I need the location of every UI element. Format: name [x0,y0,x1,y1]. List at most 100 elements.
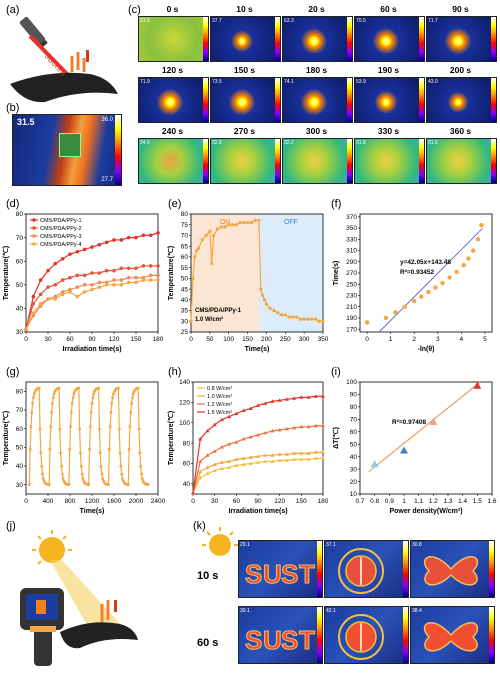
data-point [205,471,210,476]
data-point [292,451,297,455]
data-point [148,264,153,268]
data-point [383,315,389,321]
thermal-reading: 29.1 [240,542,250,548]
y-tick-label: 80 [350,404,358,411]
x-tick-label: 0.8 [370,498,379,505]
data-point [57,386,61,390]
data-point [313,456,318,460]
chart-i: 0.7 0.8 0.9 1 1.1 1.2 1.3 1.4 1.5 1.6 10 20 30 40 50 60… [332,379,497,515]
panel-label-h: (h) [168,366,182,378]
x-tick-label: 1.1 [414,498,423,505]
data-point [306,424,311,429]
x-tick-label: 400 [43,498,54,505]
y-tick-label: 270 [346,270,357,277]
sunlight-thermal-image: 29.1 S U S T [238,540,323,598]
data-point [306,451,311,455]
thermal-reading: 37.1 [326,542,336,548]
data-point [204,233,208,238]
data-point [87,483,91,487]
data-point [90,283,94,287]
data-point [219,417,224,422]
data-point [200,238,204,242]
data-point [212,449,217,453]
data-point [234,440,239,444]
data-point [97,242,102,247]
data-point [82,273,87,278]
data-point [79,451,82,455]
y-tick-label: 250 [346,281,357,288]
x-tick-label: 0 [191,498,195,505]
legend-entry: CMS/PDA/PPy-1 [40,218,82,224]
y-tick-label: 70 [350,417,358,424]
data-point [97,285,102,289]
thermal-scale [347,78,352,122]
thermal-thumbnail: 37.7 [210,16,281,62]
thermal-scale [489,541,494,597]
data-point [47,483,51,487]
data-point [118,451,122,455]
data-point [248,434,253,439]
data-point [139,464,143,468]
data-point [195,248,199,253]
data-point [466,256,471,261]
sunlight-thermal-image: 39.1 S U S T [238,606,323,664]
thermal-reading: 70.5 [356,18,366,24]
data-point [284,458,289,462]
thermal-reading: 63.3 [284,18,294,24]
power-label: 1.0 W/cm² [195,316,223,323]
data-point [234,463,239,467]
sun-icon-k [202,527,238,556]
data-point [156,231,160,235]
x-tick-label: 50 [206,336,214,343]
thermal-scale [419,78,424,122]
data-point [48,447,52,451]
x-tick-label: 180 [318,498,329,505]
off-region [258,214,323,332]
data-point [71,396,75,400]
data-point [81,477,85,481]
data-point [112,268,116,273]
thermal-reading: 43.0 [428,79,438,85]
data-point [245,220,250,225]
data-point [208,229,212,233]
y-tick-label: 20 [350,479,358,486]
thermal-thumbnail: 71.9 [138,77,209,123]
thermal-time-label: 240 s [161,126,184,136]
data-point [31,401,34,405]
butterfly-wings [423,622,479,652]
data-point [249,220,253,225]
data-point [148,233,153,238]
y-tick-label: 310 [346,248,357,255]
data-point [104,240,109,245]
data-point [60,257,65,261]
x-axis-label: Time(s) [245,346,270,353]
data-point [473,381,482,389]
data-point [299,424,304,429]
data-point [302,317,306,321]
x-tick-label: 0.9 [385,498,394,505]
data-point [263,401,268,405]
data-point [67,483,71,487]
y-tick-label: 140 [179,379,190,386]
panel-label-f: (f) [331,198,342,210]
data-point [59,451,63,455]
legend-entry: 1.5 W/cm² [207,410,232,416]
data-point [263,453,268,457]
x-tick-label: 1.2 [429,498,438,505]
thermal-thumbnail: 71.7 [426,16,497,62]
panel-label-a: (a) [6,4,20,16]
thermal-thumbnail: 63.3 [282,16,353,62]
thermal-thumbnail: 70.5 [354,16,425,62]
data-point [223,225,227,229]
thermal-reading: 71.9 [140,79,150,85]
data-point [80,472,84,476]
thermal-reading: 31.8 [356,140,366,146]
series-line [25,279,158,330]
data-point [270,459,275,463]
data-point [134,235,138,240]
data-point [27,483,31,487]
data-point [107,447,111,451]
data-point [126,483,130,487]
thermal-time-label: 150 s [233,65,256,75]
data-point [234,411,239,416]
